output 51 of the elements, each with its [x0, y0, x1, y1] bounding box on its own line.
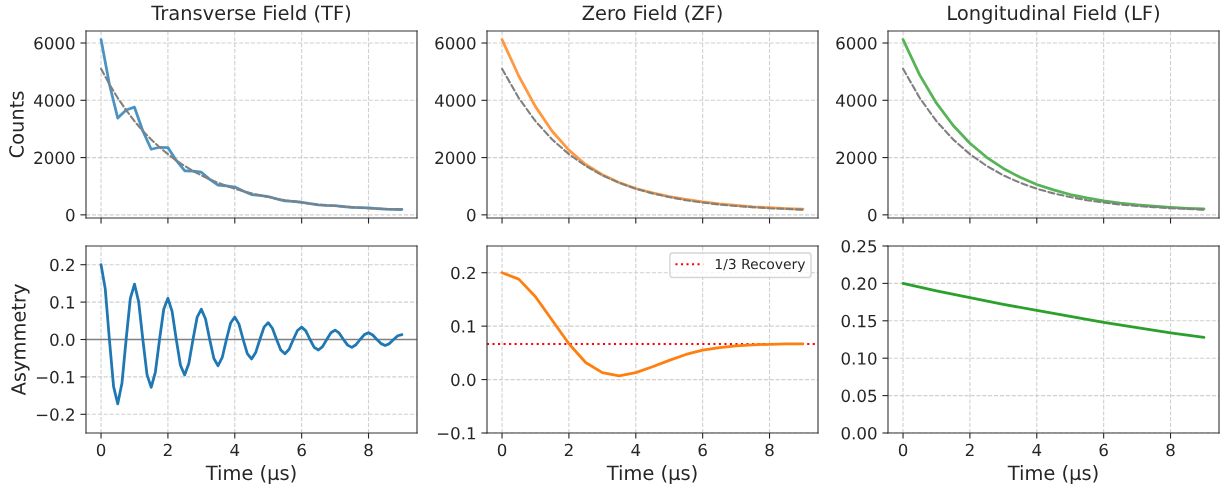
x-axis-title: Time (μs) — [606, 465, 697, 484]
x-tick-label: 0 — [497, 443, 507, 457]
x-tick-label: 0 — [898, 443, 908, 457]
x-tick-label: 2 — [965, 443, 974, 457]
y-tick-label: 0.20 — [841, 277, 877, 290]
y-tick-label: 0.05 — [841, 389, 877, 403]
y-tick-label: 6000 — [34, 36, 75, 50]
y-tick-label: 0.2 — [50, 258, 74, 272]
y-tick-label: 0.10 — [841, 352, 877, 365]
y-tick-label: 0.00 — [841, 426, 877, 440]
x-tick-label: 4 — [230, 443, 240, 457]
x-tick-label: 8 — [765, 443, 774, 457]
x-tick-label: 6 — [297, 443, 306, 457]
y-axis-title: Counts — [9, 91, 24, 158]
y-tick-label: 0.2 — [451, 266, 475, 280]
y-tick-label: 0.15 — [841, 314, 877, 328]
x-tick-label: 4 — [631, 443, 641, 457]
y-tick-label: 6000 — [435, 36, 476, 50]
y-tick-label: 4000 — [33, 94, 75, 107]
chart-title: Zero Field (ZF) — [582, 5, 722, 23]
x-tick-label: 2 — [564, 443, 573, 457]
y-tick-label: 2000 — [836, 151, 877, 165]
x-axis-title: Time (μs) — [205, 465, 296, 484]
x-tick-label: 0 — [96, 443, 106, 457]
y-tick-label: 0 — [66, 208, 75, 222]
y-tick-label: 2000 — [34, 151, 75, 165]
y-tick-label: 0 — [868, 208, 877, 222]
x-tick-label: 4 — [1032, 443, 1042, 457]
y-axis-title: Asymmetry — [11, 284, 30, 396]
y-tick-label: 2000 — [435, 151, 476, 165]
y-tick-label: 4000 — [434, 94, 476, 107]
x-tick-label: 8 — [1166, 443, 1175, 457]
y-tick-label: −0.1 — [36, 370, 75, 384]
y-tick-label: −0.2 — [36, 408, 74, 421]
x-tick-label: 6 — [698, 443, 707, 457]
legend-label: 1/3 Recovery — [715, 258, 806, 272]
chart-title: Transverse Field (TF) — [151, 5, 351, 23]
y-tick-label: 4000 — [835, 94, 877, 107]
y-tick-label: −0.1 — [437, 426, 476, 440]
y-tick-label: 0 — [467, 208, 476, 222]
x-tick-label: 2 — [163, 443, 172, 457]
chart-title: Longitudinal Field (LF) — [948, 5, 1159, 24]
y-tick-label: 0.25 — [841, 239, 877, 253]
y-tick-label: 0.0 — [50, 333, 75, 347]
y-tick-label: 0.1 — [451, 320, 476, 333]
y-tick-label: 0.0 — [451, 373, 476, 387]
x-tick-label: 6 — [1099, 443, 1108, 457]
y-tick-label: 0.1 — [50, 296, 75, 309]
x-axis-title: Time (μs) — [1007, 465, 1098, 484]
y-tick-label: 6000 — [836, 36, 877, 50]
x-tick-label: 8 — [364, 443, 373, 457]
